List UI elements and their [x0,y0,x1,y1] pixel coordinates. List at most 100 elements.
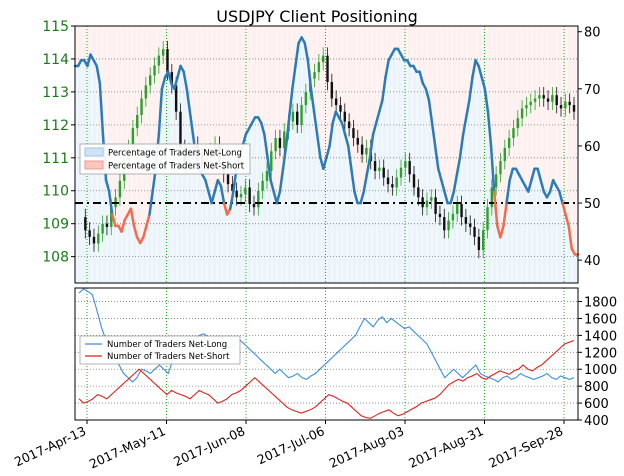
percent-long-segment [219,184,226,205]
percent-long-segment [567,224,574,250]
percent-long-segment [346,144,353,171]
percent-long-segment [433,144,440,171]
percent-long-segment [384,59,390,79]
price-percent-panel: 115 114 113 112 111 110 109 108 80 70 60 50 40 Percen… [42,19,601,284]
percent-long-segment [111,213,117,228]
count-tick-label: 1200 [584,346,617,361]
candle-body [434,197,437,214]
candle-body [105,223,109,227]
candle-body [356,138,359,145]
candle-body [161,49,165,56]
candle-body [170,72,174,86]
candle-body [451,213,455,221]
price-tick-label: 110 [42,184,69,200]
percent-long-segment [331,110,338,125]
date-tick-label: 2017-Jun-08 [171,423,247,469]
percent-long-segment [328,121,334,148]
percent-long-segment [325,144,331,159]
percent-long-segment [95,64,102,85]
candle-body [572,105,576,112]
candle-body [469,223,472,227]
count-tick-label: 600 [584,397,609,412]
candle-body [382,167,385,178]
price-tick-label: 111 [42,151,69,167]
percent-long-segment [343,133,350,148]
percent-long-segment [458,133,465,159]
percent-long-segment [278,167,285,193]
candle-body [101,223,104,234]
candle-body [490,187,494,208]
percent-long-segment [284,116,291,148]
candle-body [507,138,511,148]
percent-long-segment [486,110,493,148]
top-legend-box [79,143,251,175]
top-panel-frame [74,25,579,284]
percent-long-segment [148,190,154,216]
bottom-panel-frame [74,287,579,421]
candle-body [244,187,247,195]
date-tick-label: 2017-Aug-31 [406,423,486,471]
percent-long-segment [440,178,446,193]
percent-long-segment [188,110,195,136]
candle-body [546,98,550,102]
percent-long-segment [157,87,164,136]
percent-long-segment [539,178,546,193]
candle-body [386,177,390,185]
traders-net-long-line [78,288,575,383]
candle-body [477,236,481,251]
percent-long-segment [182,70,189,91]
candle-body [447,220,450,231]
percent-long-segment [452,173,459,193]
percent-long-segment [548,178,555,193]
percent-long-segment [508,167,515,182]
candle-body [326,55,329,83]
percent-long-segment [365,156,372,176]
candle-body [283,131,286,148]
percent-long-segment [281,144,288,171]
percent-long-segment [176,64,182,79]
candle-body [92,236,96,244]
count-tick-label: 1400 [584,329,617,344]
percent-long-segment [430,121,437,148]
percent-tick-label: 80 [584,26,601,41]
candle-body [148,75,152,86]
percent-long-segment [353,190,359,205]
price-tick-label: 114 [42,52,69,68]
candle-body [291,111,295,122]
candle-body [516,118,519,129]
price-tick-label: 113 [42,85,69,101]
candle-body [525,105,528,109]
percent-long-segment [129,207,136,228]
percent-long-segment [505,178,511,205]
percent-long-segment [98,81,105,136]
candle-body [118,180,122,198]
count-tick-label: 1800 [584,296,617,311]
candle-body [456,203,459,214]
percent-long-segment [558,190,564,205]
candle-body [481,230,485,251]
percent-long-segment [291,64,297,91]
percent-long-segment [443,190,449,205]
candle-body [97,233,100,244]
percent-long-segment [561,201,567,216]
candle-body [395,177,398,188]
date-tick-label: 2017-Jul-06 [255,423,327,467]
count-tick-label: 400 [584,414,609,429]
percent-long-segment [480,76,487,91]
percent-long-segment [489,144,496,193]
percent-long-segment [260,121,266,136]
percent-long-segment [536,167,542,182]
percent-long-segment [275,190,282,205]
candle-body [252,203,256,208]
candle-body [373,161,377,171]
candle-body [179,111,182,148]
percent-long-segment [471,59,477,79]
percent-tick-label: 60 [584,140,601,155]
candle-body [239,194,243,198]
candle-body [157,55,161,66]
legend-traders-long-label: Number of Traders Net-Long [107,340,227,350]
percent-long-segment [530,167,536,182]
candle-body [317,62,321,73]
legend-net-long-label: Percentage of Traders Net-Long [108,149,242,159]
candle-body [136,114,139,129]
